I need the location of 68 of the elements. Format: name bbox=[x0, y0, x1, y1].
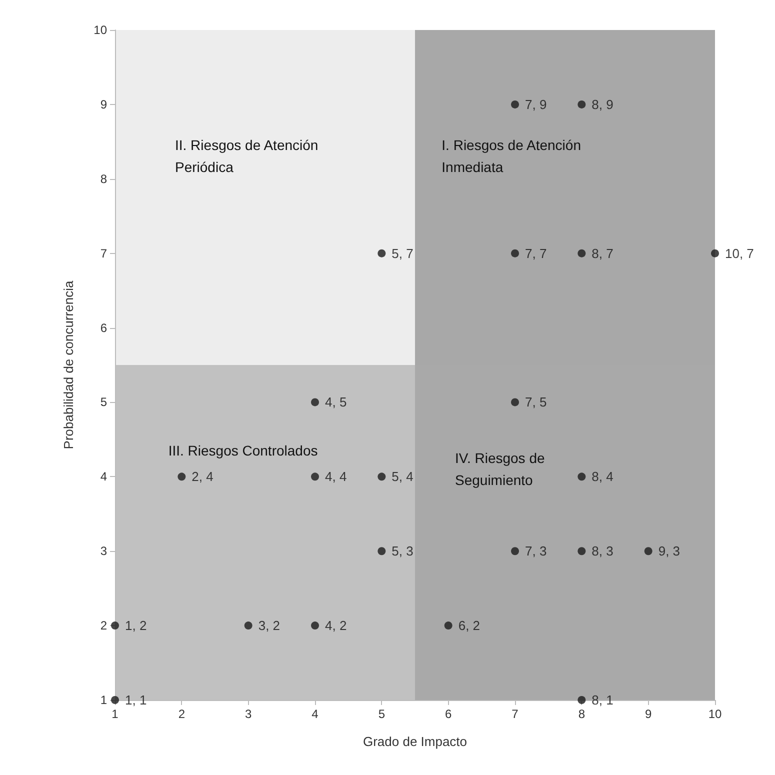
y-tick-label: 5 bbox=[100, 395, 108, 410]
y-tick-label: 10 bbox=[94, 23, 108, 37]
point bbox=[378, 472, 386, 481]
y-tick-label: 4 bbox=[100, 470, 108, 484]
point bbox=[511, 249, 519, 258]
point bbox=[511, 547, 519, 556]
y-tick-label: 7 bbox=[100, 246, 108, 260]
data-label: 5, 7 bbox=[392, 246, 414, 261]
data-label: 7, 7 bbox=[525, 246, 547, 261]
point bbox=[244, 622, 252, 630]
point bbox=[511, 100, 519, 108]
data-label: 8, 9 bbox=[592, 96, 614, 112]
data-label: 2, 4 bbox=[192, 469, 214, 484]
x-tick-label: 9 bbox=[644, 707, 652, 721]
x-tick-label: 6 bbox=[444, 707, 452, 721]
x-tick-label: 2 bbox=[178, 707, 186, 721]
data-label: 8, 7 bbox=[592, 246, 614, 261]
annotation: III. Riesgos Controlados bbox=[168, 442, 318, 458]
point bbox=[578, 100, 586, 108]
x-tick-label: 7 bbox=[512, 707, 519, 721]
x-tick-label: 10 bbox=[708, 707, 722, 721]
x-tick-label: 1 bbox=[112, 707, 119, 721]
data-label: 7, 9 bbox=[525, 96, 547, 112]
data-label: 7, 5 bbox=[525, 394, 547, 410]
point bbox=[578, 472, 586, 481]
point bbox=[378, 249, 386, 258]
point bbox=[311, 472, 319, 481]
data-label: 4, 2 bbox=[325, 618, 347, 634]
point bbox=[644, 547, 652, 556]
x-tick-label: 4 bbox=[312, 707, 319, 721]
x-tick-label: 8 bbox=[578, 707, 586, 721]
y-tick-label: 6 bbox=[100, 320, 108, 335]
data-label: 4, 5 bbox=[325, 394, 347, 410]
data-label: 8, 4 bbox=[592, 469, 614, 484]
data-label: 7, 3 bbox=[525, 544, 547, 559]
y-tick-label: 9 bbox=[100, 97, 108, 112]
data-label: 1, 2 bbox=[125, 618, 147, 634]
x-tick-label: 3 bbox=[244, 707, 252, 721]
data-label: 8, 3 bbox=[592, 544, 614, 559]
y-tick-label: 1 bbox=[100, 693, 108, 707]
data-label: 3, 2 bbox=[258, 618, 280, 634]
point bbox=[444, 622, 452, 630]
data-label: 10, 7 bbox=[725, 246, 754, 261]
point bbox=[511, 398, 519, 406]
data-label: 6, 2 bbox=[458, 618, 480, 634]
annotation: I. Riesgos de Atención Inmediata bbox=[442, 137, 585, 176]
y-axis-title: Probabilidad de concurrencia bbox=[61, 280, 76, 450]
x-axis-title: Grado de Impacto bbox=[362, 734, 468, 749]
point bbox=[711, 249, 719, 258]
data-label: 9, 3 bbox=[658, 544, 680, 559]
annotation: IV. Riesgos de Seguimiento bbox=[455, 450, 549, 488]
annotation: II. Riesgos de Atención Periódica bbox=[175, 137, 322, 176]
y-tick-label: 3 bbox=[100, 544, 108, 558]
y-tick-label: 8 bbox=[100, 172, 108, 186]
point bbox=[378, 547, 386, 556]
data-label: 5, 3 bbox=[392, 544, 414, 559]
data-label: 4, 4 bbox=[325, 469, 347, 484]
point bbox=[178, 472, 186, 481]
point bbox=[578, 249, 586, 258]
data-label: 5, 4 bbox=[392, 469, 414, 484]
point bbox=[578, 696, 586, 704]
y-tick-label: 2 bbox=[100, 618, 108, 633]
point bbox=[111, 622, 119, 630]
point bbox=[311, 622, 319, 630]
point bbox=[578, 547, 586, 556]
x-tick-label: 5 bbox=[378, 707, 386, 721]
point bbox=[311, 398, 319, 406]
data-label: 1, 1 bbox=[125, 692, 147, 708]
